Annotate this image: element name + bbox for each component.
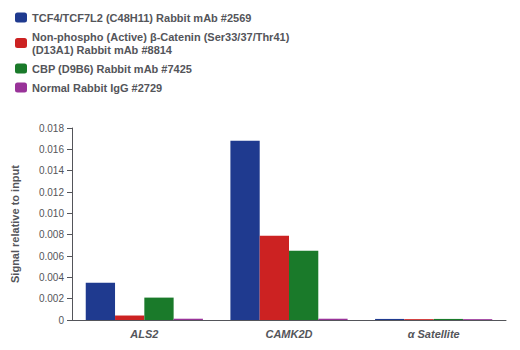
svg-text:Signal relative to input: Signal relative to input bbox=[9, 165, 21, 283]
svg-text:CBP (D9B6) Rabbit mAb #7425: CBP (D9B6) Rabbit mAb #7425 bbox=[32, 63, 192, 75]
svg-text:0.018: 0.018 bbox=[39, 123, 64, 134]
svg-text:0.016: 0.016 bbox=[39, 144, 64, 155]
svg-text:0.006: 0.006 bbox=[39, 251, 64, 262]
svg-text:Normal Rabbit IgG #2729: Normal Rabbit IgG #2729 bbox=[32, 82, 162, 94]
svg-text:ALS2: ALS2 bbox=[129, 328, 158, 340]
svg-text:0.010: 0.010 bbox=[39, 208, 64, 219]
svg-text:0.002: 0.002 bbox=[39, 293, 64, 304]
svg-text:0.012: 0.012 bbox=[39, 187, 64, 198]
svg-text:0: 0 bbox=[58, 315, 64, 326]
svg-text:Non-phospho (Active) β-Catenin: Non-phospho (Active) β-Catenin (Ser33/37… bbox=[32, 31, 290, 43]
svg-text:0.014: 0.014 bbox=[39, 165, 64, 176]
svg-text:(D13A1) Rabbit mAb #8814: (D13A1) Rabbit mAb #8814 bbox=[32, 44, 173, 56]
svg-text:α Satellite: α Satellite bbox=[408, 328, 460, 340]
svg-text:CAMK2D: CAMK2D bbox=[265, 328, 312, 340]
svg-text:0.008: 0.008 bbox=[39, 229, 64, 240]
svg-text:TCF4/TCF7L2 (C48H11) Rabbit mA: TCF4/TCF7L2 (C48H11) Rabbit mAb #2569 bbox=[32, 12, 251, 24]
svg-text:0.004: 0.004 bbox=[39, 272, 64, 283]
